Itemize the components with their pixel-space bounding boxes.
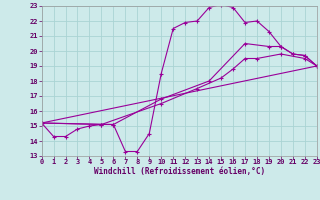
X-axis label: Windchill (Refroidissement éolien,°C): Windchill (Refroidissement éolien,°C) xyxy=(94,167,265,176)
